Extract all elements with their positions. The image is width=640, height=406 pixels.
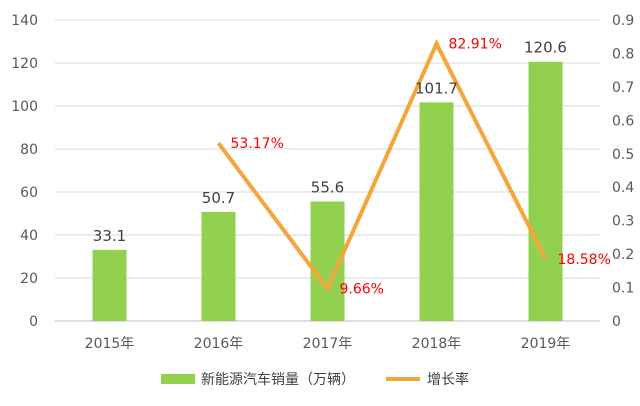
bar-data-label: 33.1 [93, 227, 126, 245]
growth-line [216, 39, 548, 293]
x-axis-tick-label: 2017年 [303, 336, 353, 352]
line-data-labels: 53.17% 9.66% 82.91% 18.58% [231, 37, 611, 298]
x-axis-tick-label: 2019年 [521, 336, 571, 352]
right-axis-tick-label: 0 [612, 314, 621, 330]
left-axis-ticks: 0 20 40 60 80 100 120 140 [11, 13, 38, 330]
bar [419, 102, 454, 321]
bar-data-label: 120.6 [524, 39, 567, 57]
x-axis-ticks: 2015年 2016年 2017年 2018年 2019年 [85, 336, 571, 352]
growth-data-label: 9.66% [340, 282, 384, 298]
line-series [216, 39, 548, 293]
right-axis-ticks: 0 0.1 0.2 0.3 0.4 0.5 0.6 0.7 0.8 0.9 [612, 13, 634, 330]
right-axis-tick-label: 0.3 [612, 214, 634, 230]
bar [92, 249, 127, 321]
x-axis-tick-label: 2018年 [412, 336, 462, 352]
right-axis-tick-label: 0.2 [612, 247, 634, 263]
bar-data-labels: 33.1 50.7 55.6 101.7 120.6 [93, 39, 567, 245]
bar [528, 61, 563, 322]
left-axis-tick-label: 0 [29, 314, 38, 330]
right-axis-tick-label: 0.1 [612, 281, 634, 297]
right-axis-tick-label: 0.7 [612, 80, 634, 96]
x-axis-tick-label: 2015年 [85, 336, 135, 352]
right-axis-tick-label: 0.6 [612, 113, 634, 129]
right-axis-tick-label: 0.5 [612, 147, 634, 163]
legend-label-growth: 增长率 [427, 371, 469, 388]
bar-data-label: 50.7 [202, 189, 235, 207]
left-axis-tick-label: 120 [11, 56, 38, 72]
right-axis-tick-label: 0.4 [612, 180, 634, 196]
bar-data-label: 101.7 [415, 79, 458, 97]
legend-swatch-sales [161, 374, 195, 384]
legend-label-sales: 新能源汽车销量（万辆） [201, 371, 355, 388]
right-axis-tick-label: 0.8 [612, 46, 634, 62]
left-axis-tick-label: 20 [20, 271, 38, 287]
left-axis-tick-label: 60 [20, 185, 38, 201]
bar-series [92, 61, 563, 322]
growth-data-label: 53.17% [231, 136, 284, 152]
left-axis-tick-label: 40 [20, 228, 38, 244]
right-axis-tick-label: 0.9 [612, 13, 634, 29]
left-axis-tick-label: 80 [20, 142, 38, 158]
left-axis-tick-label: 100 [11, 99, 38, 115]
legend: 新能源汽车销量（万辆） 增长率 [161, 371, 469, 388]
growth-data-label: 82.91% [449, 37, 502, 53]
bar-data-label: 55.6 [311, 178, 344, 196]
x-axis-tick-label: 2016年 [194, 336, 244, 352]
left-axis-tick-label: 140 [11, 13, 38, 29]
growth-data-label: 18.58% [558, 252, 611, 268]
bar [201, 211, 236, 321]
